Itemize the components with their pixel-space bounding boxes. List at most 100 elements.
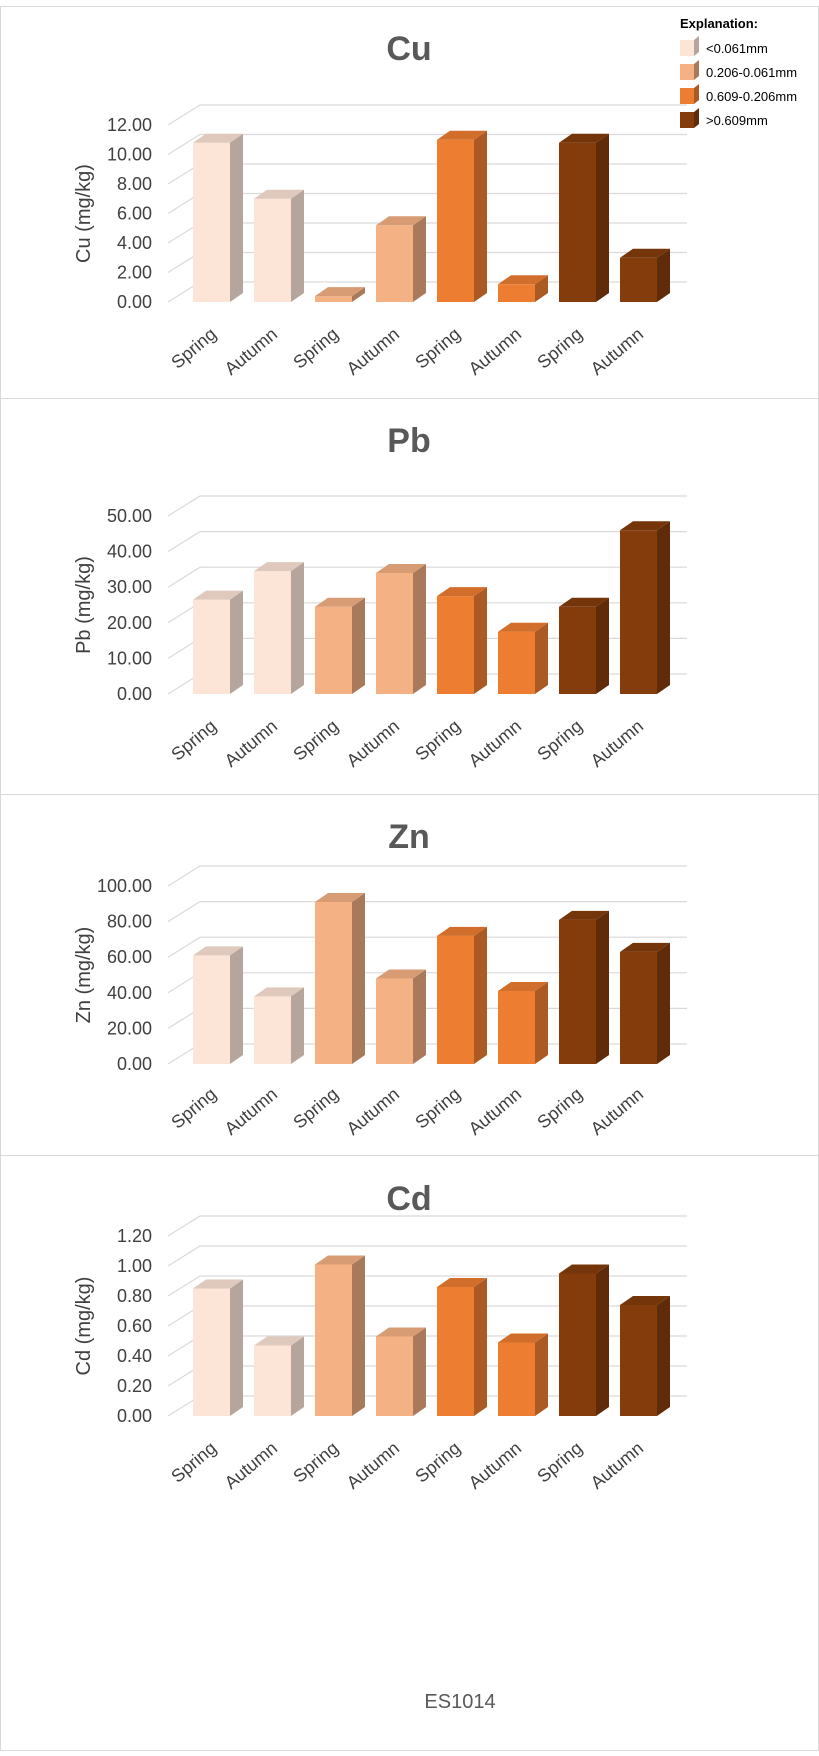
bar-top [498, 1333, 548, 1343]
gridline [167, 133, 687, 156]
y-tick-label: 0.80 [117, 1286, 152, 1306]
bar-top [559, 910, 609, 920]
y-axis-label: Pb (mg/kg) [73, 556, 95, 654]
bar-side [657, 942, 670, 1064]
bar-front [498, 284, 535, 302]
bar-top [254, 987, 304, 997]
bar-side [352, 597, 365, 694]
bar-front [437, 139, 474, 302]
bar-top [376, 1327, 426, 1337]
bar-side [352, 1255, 365, 1416]
chart-title: Pb [387, 422, 430, 460]
bar-zn-2 [254, 987, 304, 1064]
gridline [167, 104, 687, 126]
bar-pb-4 [376, 563, 426, 694]
bar-front [193, 142, 230, 302]
bar-zn-5 [437, 926, 487, 1064]
bar-side [474, 926, 487, 1064]
bar-top [437, 130, 487, 140]
chart-panel-4 [0, 1155, 819, 1751]
legend-item: 0.206-0.061mm [680, 60, 797, 80]
site-label: ES1014 [424, 1691, 495, 1713]
bar-top [498, 275, 548, 285]
bar-pb-5 [437, 587, 487, 694]
bar-zn-3 [315, 893, 365, 1064]
bar-front [254, 996, 291, 1064]
y-tick-label: 10.00 [107, 648, 152, 668]
legend-swatch-side [694, 108, 699, 128]
bar-front [620, 1305, 657, 1416]
y-tick-label: 8.00 [117, 174, 152, 194]
bar-zn-4 [376, 969, 426, 1064]
bar-side [291, 1336, 304, 1416]
bar-side [657, 1296, 670, 1416]
bar-side [535, 275, 548, 302]
bar-front [254, 1345, 291, 1416]
legend-item: 0.609-0.206mm [680, 84, 797, 104]
bar-side [291, 562, 304, 694]
y-tick-label: 0.00 [117, 292, 152, 312]
y-tick-label: 0.00 [117, 684, 152, 704]
legend: Explanation: <0.061mm 0.206-0.061mm 0.609-0… [680, 16, 797, 128]
bar-pb-7 [559, 597, 609, 694]
bar-top [315, 597, 365, 607]
bar-front [376, 225, 413, 302]
legend-swatch-side [694, 36, 699, 56]
bar-side [596, 133, 609, 302]
bar-front [620, 951, 657, 1064]
bar-front [498, 631, 535, 694]
bar-top [376, 216, 426, 226]
bar-top [315, 287, 365, 297]
y-tick-label: 1.20 [117, 1226, 152, 1246]
bar-zn-6 [498, 982, 548, 1064]
bar-front [559, 1273, 596, 1416]
bar-pb-3 [315, 597, 365, 694]
bar-top [437, 926, 487, 936]
legend-label: 0.206-0.061mm [706, 65, 797, 80]
bar-top [620, 521, 670, 531]
legend-label: >0.609mm [706, 113, 768, 128]
bar-top [498, 982, 548, 992]
y-tick-label: 0.00 [117, 1054, 152, 1074]
bar-front [498, 1342, 535, 1416]
bar-cu-8 [620, 248, 670, 302]
bar-side [535, 1333, 548, 1416]
y-tick-label: 0.60 [117, 1316, 152, 1336]
bar-top [254, 189, 304, 199]
gridline [167, 865, 687, 887]
bar-cd-6 [498, 1333, 548, 1416]
bar-side [230, 946, 243, 1064]
bar-pb-2 [254, 562, 304, 694]
gridline [167, 495, 687, 517]
bar-zn-8 [620, 942, 670, 1064]
bar-top [315, 893, 365, 903]
bar-side [230, 1279, 243, 1416]
bar-side [657, 248, 670, 302]
bar-zn-7 [559, 910, 609, 1064]
bar-front [193, 1288, 230, 1416]
bar-cu-3 [315, 287, 365, 302]
bar-pb-6 [498, 622, 548, 694]
y-tick-label: 30.00 [107, 577, 152, 597]
bar-cd-7 [559, 1264, 609, 1416]
bar-cd-1 [193, 1279, 243, 1416]
bar-top [193, 133, 243, 143]
legend-title: Explanation: [680, 16, 758, 31]
bar-side [352, 893, 365, 1064]
legend-label: 0.609-0.206mm [706, 89, 797, 104]
bar-front [559, 606, 596, 694]
bar-side [291, 987, 304, 1064]
bar-top [559, 133, 609, 143]
bar-front [315, 296, 352, 302]
y-axis-label: Cd (mg/kg) [73, 1277, 95, 1376]
bar-top [193, 1279, 243, 1289]
y-tick-label: 20.00 [107, 1018, 152, 1038]
y-axis-label: Cu (mg/kg) [73, 164, 95, 263]
legend-label: <0.061mm [706, 41, 768, 56]
bar-top [315, 1255, 365, 1265]
legend-swatch [680, 112, 694, 128]
bar-top [254, 562, 304, 572]
bar-side [474, 130, 487, 302]
bar-top [559, 1264, 609, 1274]
legend-item: >0.609mm [680, 108, 768, 128]
